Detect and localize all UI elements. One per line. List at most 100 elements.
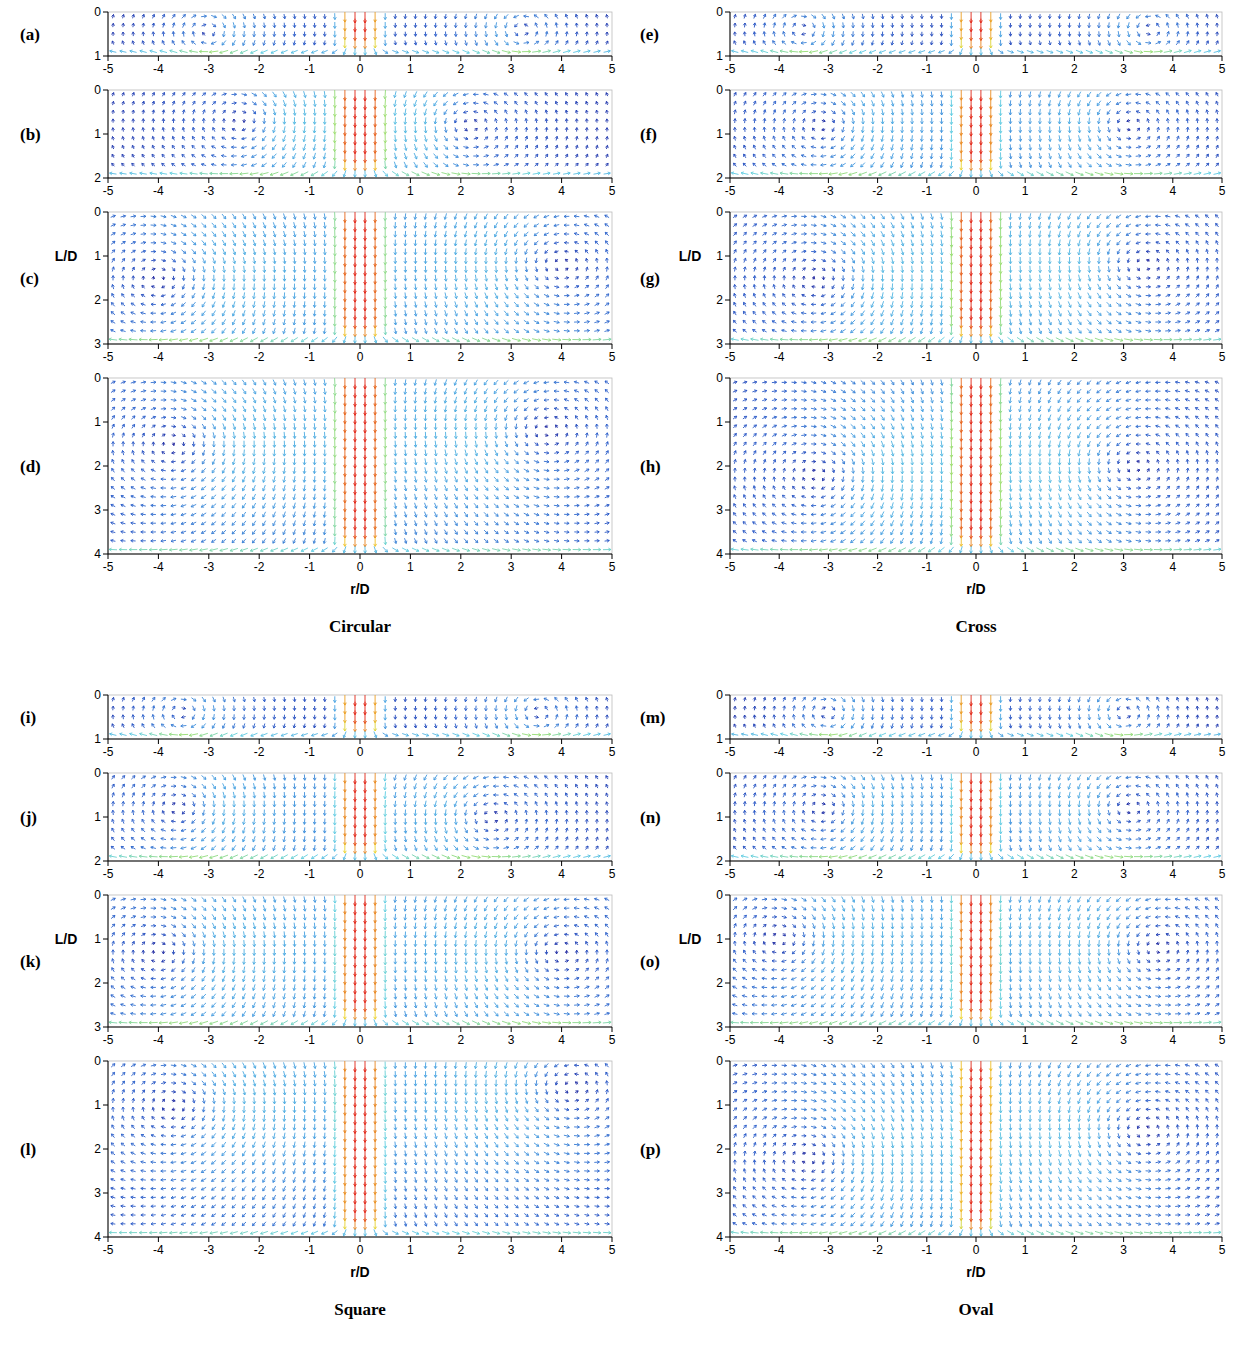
velocity-vector [414,100,417,106]
velocity-vector [535,249,538,254]
velocity-vector [222,450,225,456]
velocity-vector [354,325,357,337]
velocity-vector [473,155,478,158]
velocity-vector [383,50,388,54]
velocity-vector [452,50,459,53]
velocity-vector [109,338,117,341]
velocity-vector [585,276,588,280]
velocity-vector [222,214,226,219]
velocity-vector [121,233,126,236]
velocity-vector [434,248,437,254]
velocity-vector [132,469,135,472]
velocity-vector [444,293,447,299]
x-tick [360,56,361,61]
velocity-vector [283,319,286,325]
velocity-vector [444,127,447,133]
velocity-vector [263,458,266,465]
y-tick [103,256,108,257]
velocity-vector [595,32,598,36]
velocity-vector [213,424,216,429]
velocity-vector [132,145,135,149]
velocity-vector [414,126,417,133]
velocity-vector [121,390,125,393]
velocity-vector [232,292,235,298]
velocity-vector [180,50,188,53]
velocity-vector [482,172,490,175]
velocity-vector [142,451,145,455]
velocity-vector [182,164,186,167]
velocity-vector [323,275,326,281]
velocity-vector [535,23,538,28]
velocity-vector [121,513,126,516]
velocity-vector [534,321,539,324]
velocity-vector [301,172,308,176]
velocity-vector [182,425,186,428]
velocity-vector [404,284,407,290]
velocity-vector [464,23,467,28]
velocity-vector [202,284,205,290]
velocity-vector [243,328,246,333]
velocity-vector [515,249,518,255]
velocity-vector [303,91,306,97]
velocity-vector [253,521,256,526]
velocity-vector [595,137,598,141]
velocity-vector [545,93,548,97]
velocity-vector [434,101,437,106]
velocity-vector [384,161,387,169]
velocity-vector [222,328,226,333]
velocity-vector [333,171,338,176]
velocity-vector [243,40,246,45]
velocity-vector [132,15,135,19]
velocity-vector [122,119,125,123]
velocity-vector [149,338,158,341]
velocity-vector [250,548,258,551]
velocity-vector [263,31,266,36]
velocity-vector [212,214,216,218]
velocity-vector [182,101,185,105]
velocity-vector [455,293,458,299]
velocity-vector [232,539,236,543]
velocity-vector [333,125,336,134]
velocity-vector [585,285,589,288]
velocity-vector [180,548,188,551]
velocity-vector [171,242,176,245]
velocity-vector [323,266,326,272]
velocity-vector [172,259,176,262]
velocity-vector [474,240,477,246]
velocity-vector [585,32,588,36]
velocity-vector [313,100,316,107]
velocity-vector [202,293,205,299]
velocity-vector [424,135,427,141]
velocity-vector [394,248,397,254]
velocity-vector [574,329,579,332]
velocity-vector [232,319,235,325]
velocity-vector [253,319,256,325]
velocity-vector [505,22,508,28]
velocity-vector [112,258,115,262]
velocity-vector [475,266,478,273]
velocity-vector [402,50,408,53]
velocity-vector [151,399,156,402]
velocity-vector [392,171,398,175]
velocity-vector [544,233,549,236]
velocity-vector [283,249,286,255]
velocity-vector [585,267,588,271]
velocity-vector [544,215,549,218]
velocity-vector [502,172,510,175]
y-tick-label: 1 [94,249,101,263]
velocity-vector [542,339,551,342]
velocity-vector [534,312,539,315]
velocity-vector [233,231,236,237]
velocity-vector [262,92,266,96]
velocity-vector [263,512,266,517]
velocity-vector [606,258,609,263]
velocity-vector [584,303,589,306]
velocity-vector [232,310,235,316]
velocity-vector [263,301,266,307]
velocity-vector [505,284,508,290]
velocity-vector [222,521,226,525]
velocity-vector [112,163,115,166]
velocity-vector [141,233,146,236]
velocity-vector [202,450,205,455]
velocity-vector [111,504,115,507]
